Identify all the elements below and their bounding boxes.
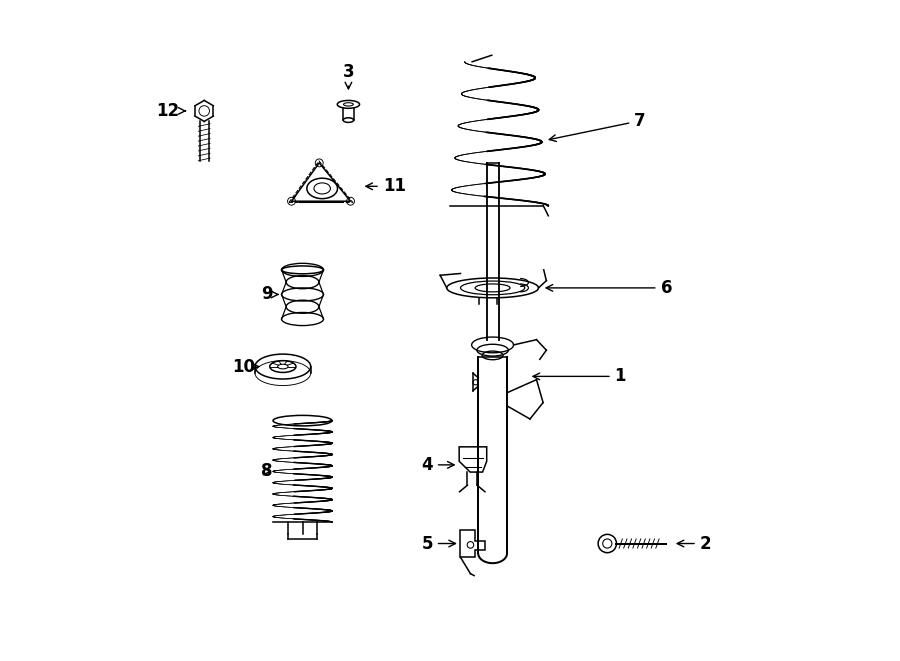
- Text: 6: 6: [546, 279, 672, 297]
- Text: 1: 1: [533, 368, 626, 385]
- Text: 2: 2: [677, 535, 711, 553]
- Text: 5: 5: [421, 535, 455, 553]
- Text: 10: 10: [232, 358, 258, 375]
- Text: 9: 9: [261, 286, 278, 303]
- Text: 7: 7: [549, 112, 646, 141]
- Text: 3: 3: [343, 63, 355, 89]
- Text: 8: 8: [261, 463, 272, 481]
- Text: 4: 4: [421, 456, 454, 474]
- Text: 11: 11: [365, 177, 406, 195]
- Text: 12: 12: [157, 102, 185, 120]
